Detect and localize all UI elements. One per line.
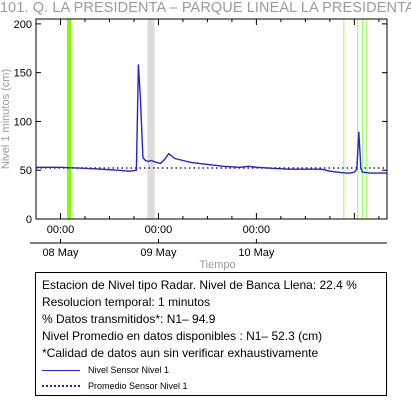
x-tick-label-date-2: 10 May — [238, 247, 275, 259]
x-axis: 00:00 08 May 00:00 09 May 00:00 10 May — [30, 19, 387, 259]
x-tick-label-time-1: 00:00 — [145, 224, 173, 236]
y-tick-label-100: 100 — [14, 116, 32, 128]
x-tick-label-date-1: 09 May — [140, 247, 177, 259]
y-tick-label-200: 200 — [14, 19, 32, 31]
event-bands — [67, 19, 367, 219]
y-axis: 0 50 100 150 200 — [14, 19, 387, 226]
y-tick-label-0: 0 — [26, 214, 32, 226]
info-line-transmitted: % Datos transmitidos*: N1– 94.9 — [42, 312, 216, 326]
band-gray-1 — [147, 19, 155, 219]
info-box: Estacion de Nivel tipo Radar. Nivel de B… — [35, 272, 387, 396]
y-tick-label-50: 50 — [20, 165, 32, 177]
band-green-thin-3 — [357, 19, 359, 219]
x-axis-title: Tiempo — [199, 259, 235, 271]
info-line-quality: *Calidad de datos aun sin verificar exha… — [42, 346, 319, 360]
legend-swatch-dotted — [42, 385, 80, 387]
legend-label-level: Nivel Sensor Nivel 1 — [88, 364, 170, 375]
legend-label-average: Promedio Sensor Nivel 1 — [88, 380, 188, 391]
x-tick-label-time-0: 00:00 — [47, 224, 75, 236]
legend-item-level: Nivel Sensor Nivel 1 — [42, 362, 380, 378]
plot-frame — [35, 18, 388, 220]
series-layer — [36, 64, 387, 174]
info-line-average: Nivel Promedio en datos disponibles : N1… — [42, 329, 323, 343]
legend-swatch-solid — [42, 369, 80, 371]
chart-title: 101. Q. LA PRESIDENTA – PARQUE LINEAL LA… — [0, 0, 411, 16]
legend-item-average: Promedio Sensor Nivel 1 — [42, 378, 380, 394]
y-tick-label-150: 150 — [14, 68, 32, 80]
series-line-level — [36, 64, 387, 174]
band-green-thin-4 — [362, 19, 364, 219]
x-tick-label-date-0: 08 May — [42, 247, 79, 259]
info-line-station: Estacion de Nivel tipo Radar. Nivel de B… — [42, 278, 357, 292]
band-green-0 — [67, 19, 72, 219]
band-green-thin-2 — [343, 19, 345, 219]
band-green-thin-5 — [365, 19, 367, 219]
x-tick-label-time-2: 00:00 — [243, 224, 271, 236]
y-axis-title: Nivel 1 minutos (cm) — [0, 69, 12, 169]
info-line-resolution: Resolucion temporal: 1 minutos — [42, 295, 211, 309]
